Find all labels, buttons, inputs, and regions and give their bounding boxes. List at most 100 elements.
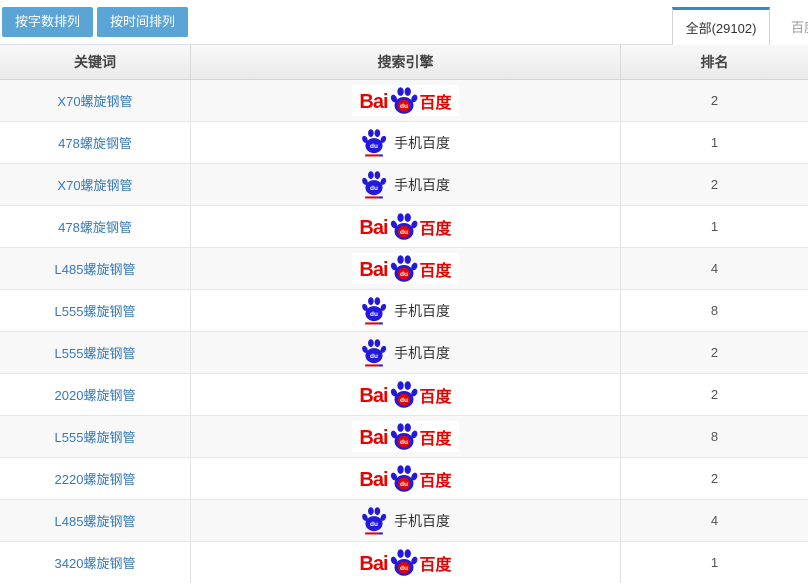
baidu-paw-icon: du xyxy=(390,255,417,282)
mobile-baidu-label: 手机百度 xyxy=(394,134,450,151)
rank-value: 8 xyxy=(710,303,719,318)
baidu-desktop-logo: Bai du 百度 xyxy=(352,463,459,494)
mobile-baidu-label: 手机百度 xyxy=(394,512,450,529)
keyword-link[interactable]: L485螺旋钢管 xyxy=(54,262,136,277)
baidu-logo-cn-text: 百度 xyxy=(419,95,452,112)
svg-text:du: du xyxy=(400,565,408,572)
table-row: 478螺旋钢管 Bai du 百度 xyxy=(0,122,808,164)
keyword-link[interactable]: L555螺旋钢管 xyxy=(54,304,136,319)
baidu-logo-cn-text: 百度 xyxy=(419,557,452,574)
table-row: L485螺旋钢管 Bai du 百度 xyxy=(0,248,808,290)
baidu-paw-icon: du xyxy=(390,465,417,492)
keyword-link[interactable]: L555螺旋钢管 xyxy=(54,346,136,361)
baidu-logo-bai-text: Bai xyxy=(359,91,388,113)
svg-text:du: du xyxy=(400,439,408,446)
svg-text:du: du xyxy=(370,142,378,149)
rank-value: 2 xyxy=(710,177,719,192)
svg-text:du: du xyxy=(370,184,378,191)
table-row: 2220螺旋钢管 Bai du 百度 xyxy=(0,458,808,500)
keyword-link[interactable]: X70螺旋钢管 xyxy=(57,178,133,193)
baidu-paw-icon: du xyxy=(390,423,417,450)
baidu-paw-icon: du xyxy=(390,381,417,408)
svg-text:du: du xyxy=(400,229,408,236)
svg-text:du: du xyxy=(370,310,378,317)
rank-value: 1 xyxy=(710,219,719,234)
keyword-link[interactable]: 3420螺旋钢管 xyxy=(54,556,136,571)
mobile-baidu-icon: du xyxy=(362,506,387,534)
mobile-baidu-label: 手机百度 xyxy=(394,176,450,193)
baidu-logo-cn-text: 百度 xyxy=(419,263,452,280)
header-keyword: 关键词 xyxy=(74,54,116,70)
table-row: L555螺旋钢管 Bai du 百度 xyxy=(0,416,808,458)
table-row: L485螺旋钢管 Bai du 百度 xyxy=(0,500,808,542)
keyword-link[interactable]: L485螺旋钢管 xyxy=(54,514,136,529)
baidu-paw-icon: du xyxy=(390,213,417,240)
table-row: 3420螺旋钢管 Bai du 百度 xyxy=(0,542,808,583)
svg-text:du: du xyxy=(370,520,378,527)
mobile-baidu-icon: du xyxy=(362,296,387,324)
keyword-link[interactable]: X70螺旋钢管 xyxy=(57,94,133,109)
keyword-link[interactable]: 2220螺旋钢管 xyxy=(54,472,136,487)
tab-all[interactable]: 全部(29102) xyxy=(672,7,770,45)
rank-value: 4 xyxy=(710,513,719,528)
table-row: X70螺旋钢管 Bai du 百度 xyxy=(0,80,808,122)
header-rank: 排名 xyxy=(700,54,729,70)
rank-value: 1 xyxy=(710,555,719,570)
svg-text:du: du xyxy=(400,397,408,404)
mobile-baidu-icon: du xyxy=(362,128,387,156)
engine-tabs: 全部(29102) 百度 xyxy=(672,7,808,45)
baidu-logo-cn-text: 百度 xyxy=(419,431,452,448)
mobile-baidu-engine: du 手机百度 xyxy=(361,128,450,157)
baidu-logo-bai-text: Bai xyxy=(359,385,388,407)
baidu-logo-cn-text: 百度 xyxy=(419,221,452,238)
rank-value: 2 xyxy=(710,345,719,360)
keyword-link[interactable]: 2020螺旋钢管 xyxy=(54,388,136,403)
svg-text:du: du xyxy=(400,271,408,278)
mobile-baidu-engine: du 手机百度 xyxy=(361,296,450,325)
mobile-baidu-label: 手机百度 xyxy=(394,344,450,361)
mobile-baidu-icon: du xyxy=(362,170,387,198)
mobile-baidu-icon: du xyxy=(362,338,387,366)
baidu-logo-cn-text: 百度 xyxy=(419,389,452,406)
header-engine: 搜索引擎 xyxy=(190,45,621,79)
svg-text:du: du xyxy=(370,352,378,359)
baidu-logo-bai-text: Bai xyxy=(359,259,388,281)
keyword-link[interactable]: 478螺旋钢管 xyxy=(58,136,132,151)
tab-baidu[interactable]: 百度 xyxy=(770,7,808,45)
rank-value: 2 xyxy=(710,387,719,402)
rank-value: 2 xyxy=(710,93,719,108)
mobile-baidu-engine: du 手机百度 xyxy=(361,170,450,199)
table-header-row: 关键词 搜索引擎 排名 xyxy=(0,45,808,80)
baidu-logo-cn-text: 百度 xyxy=(419,473,452,490)
ranking-table: 关键词 搜索引擎 排名 X70螺旋钢管 Bai du 百度 xyxy=(0,44,808,583)
sort-by-time-button[interactable]: 按时间排列 xyxy=(97,7,189,37)
mobile-baidu-engine: du 手机百度 xyxy=(361,506,450,535)
table-row: L555螺旋钢管 Bai du 百度 xyxy=(0,290,808,332)
baidu-desktop-logo: Bai du 百度 xyxy=(352,85,459,116)
baidu-logo-bai-text: Bai xyxy=(359,217,388,239)
baidu-paw-icon: du xyxy=(390,549,417,576)
baidu-paw-icon: du xyxy=(390,87,417,114)
table-row: 2020螺旋钢管 Bai du 百度 xyxy=(0,374,808,416)
baidu-desktop-logo: Bai du 百度 xyxy=(352,421,459,452)
keyword-link[interactable]: L555螺旋钢管 xyxy=(54,430,136,445)
baidu-logo-bai-text: Bai xyxy=(359,427,388,449)
baidu-desktop-logo: Bai du 百度 xyxy=(352,379,459,410)
svg-text:du: du xyxy=(400,103,408,110)
svg-text:du: du xyxy=(400,481,408,488)
top-toolbar: 按字数排列 按时间排列 全部(29102) 百度 xyxy=(0,0,808,45)
rank-value: 4 xyxy=(710,261,719,276)
rank-value: 8 xyxy=(710,429,719,444)
mobile-baidu-label: 手机百度 xyxy=(394,302,450,319)
table-body: X70螺旋钢管 Bai du 百度 xyxy=(0,80,808,583)
sort-by-words-button[interactable]: 按字数排列 xyxy=(2,7,94,37)
keyword-link[interactable]: 478螺旋钢管 xyxy=(58,220,132,235)
baidu-desktop-logo: Bai du 百度 xyxy=(352,253,459,284)
baidu-desktop-logo: Bai du 百度 xyxy=(352,211,459,242)
baidu-desktop-logo: Bai du 百度 xyxy=(352,547,459,578)
baidu-logo-bai-text: Bai xyxy=(359,469,388,491)
baidu-logo-bai-text: Bai xyxy=(359,553,388,575)
table-row: 478螺旋钢管 Bai du 百度 xyxy=(0,206,808,248)
table-row: X70螺旋钢管 Bai du 百度 xyxy=(0,164,808,206)
rank-value: 1 xyxy=(710,135,719,150)
